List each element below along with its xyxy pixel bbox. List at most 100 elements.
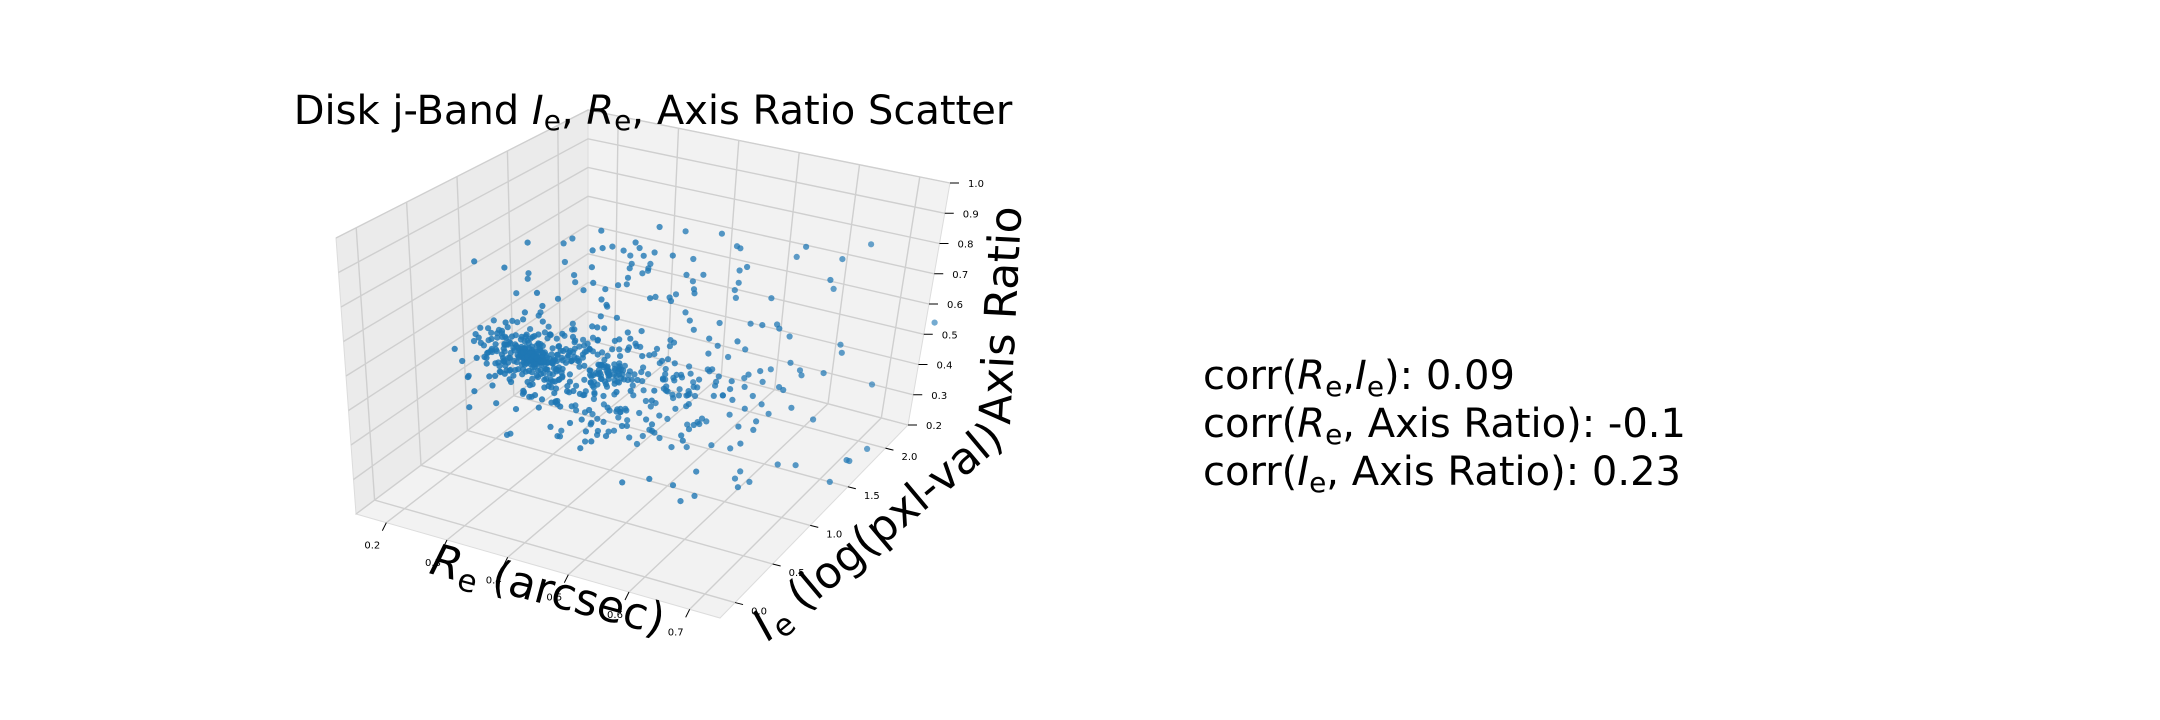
scatter-point — [609, 243, 616, 250]
scatter-point — [615, 379, 623, 386]
scatter-point — [600, 392, 607, 400]
scatter-point — [588, 419, 595, 426]
z-tick-label: 1.0 — [968, 179, 984, 190]
scatter-point — [826, 478, 833, 485]
scatter-point — [573, 382, 580, 389]
scatter-point — [569, 320, 576, 327]
scatter-point — [602, 433, 610, 440]
scatter-point — [632, 239, 639, 246]
scatter-point — [600, 418, 607, 425]
x-tick-label: 0.3 — [425, 558, 441, 569]
scatter-point — [494, 330, 501, 337]
scatter-point — [554, 295, 562, 302]
scatter-point — [796, 367, 804, 374]
scatter-point — [734, 338, 741, 345]
scatter-point — [520, 387, 527, 394]
scatter-point — [619, 479, 626, 486]
z-axis-label: Axis Ratio — [970, 205, 1032, 426]
scatter-point — [698, 415, 706, 422]
scatter-point — [562, 359, 570, 366]
y-tick-mark — [810, 524, 819, 528]
y-tick-label: 0.5 — [789, 568, 805, 579]
scatter-point — [810, 416, 817, 423]
scatter-point — [776, 384, 783, 391]
scatter-point — [613, 388, 620, 396]
x-tick-mark — [442, 539, 448, 549]
scatter-point — [683, 392, 690, 399]
scatter-point — [786, 333, 793, 340]
corr-ie-axis-ratio: corr(Ie, Axis Ratio): 0.23 — [1203, 449, 1681, 499]
scatter-point — [589, 247, 596, 254]
scatter-point — [750, 426, 757, 433]
scatter-point — [512, 406, 520, 413]
x-tick-label: 0.4 — [486, 575, 502, 586]
scatter-point — [501, 370, 508, 377]
y-tick-mark — [772, 563, 781, 567]
scatter-point — [664, 415, 671, 422]
scatter-point — [868, 241, 875, 248]
scatter-point — [647, 403, 654, 410]
scatter-point — [520, 316, 527, 323]
scatter-point — [616, 363, 623, 370]
scatter-point — [638, 369, 645, 376]
scatter-point — [576, 390, 584, 397]
scatter-point — [571, 272, 578, 279]
chart-title: Disk j-Band Ie, Re, Axis Ratio Scatter — [294, 88, 1013, 137]
scatter-point — [639, 378, 646, 385]
z-tick-label: 0.5 — [942, 330, 958, 341]
scatter-point — [553, 335, 560, 342]
scatter-point — [577, 445, 584, 452]
scatter-point — [659, 375, 667, 382]
scatter-point — [683, 444, 690, 451]
scatter-point — [566, 371, 574, 378]
scatter-point — [767, 366, 774, 373]
z-grid-line — [348, 253, 924, 412]
scatter-point — [803, 243, 810, 250]
scatter-point — [559, 330, 566, 337]
scatter-point — [570, 387, 577, 395]
z-grid-line — [338, 138, 945, 274]
scatter-point — [551, 378, 559, 385]
scatter-point — [728, 378, 735, 385]
scatter-point — [659, 357, 666, 364]
scatter-point — [732, 294, 740, 301]
z-grid-line — [355, 339, 909, 515]
scatter-point — [633, 440, 641, 448]
y-tick-mark — [734, 602, 744, 606]
scatter-point — [604, 404, 611, 411]
scatter-point — [486, 373, 493, 380]
scatter-point — [691, 492, 698, 499]
scatter-point — [496, 363, 503, 370]
scatter-point — [745, 371, 752, 378]
scatter-point — [629, 382, 636, 389]
scatter-point — [839, 256, 846, 263]
scatter-point — [524, 275, 531, 282]
z-tick-label: 0.3 — [931, 391, 947, 402]
scatter-point — [488, 329, 495, 336]
scatter-point — [521, 309, 529, 316]
scatter-point — [735, 279, 742, 286]
scatter-point — [514, 319, 521, 326]
scatter-point — [737, 440, 744, 447]
scatter-point — [473, 354, 480, 361]
scatter-point — [632, 340, 639, 347]
scatter-point — [589, 323, 596, 330]
scatter-point — [787, 359, 794, 366]
scatter-point — [793, 253, 800, 260]
scatter-point — [507, 340, 514, 347]
scatter-point — [588, 264, 596, 271]
scatter-point — [682, 309, 689, 316]
scatter-point — [541, 329, 549, 336]
scatter-point — [549, 358, 556, 366]
scatter-point — [471, 258, 478, 265]
z-grid-line — [340, 166, 940, 308]
z-grid-line — [353, 310, 914, 481]
scatter-point — [501, 357, 508, 364]
scatter-point — [582, 438, 589, 445]
y-tick-label: 1.0 — [826, 529, 842, 540]
scatter-point — [566, 419, 574, 427]
scatter-point — [715, 373, 722, 380]
scatter-point — [578, 416, 585, 423]
scatter-point — [634, 376, 641, 384]
scatter-point — [749, 392, 756, 400]
